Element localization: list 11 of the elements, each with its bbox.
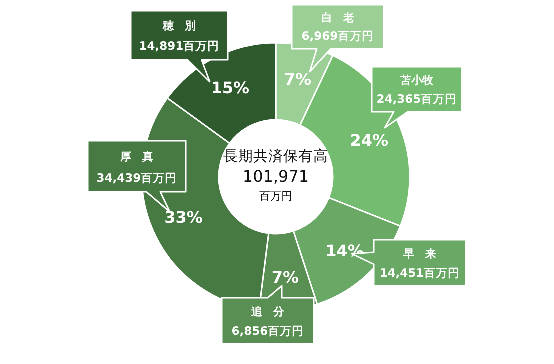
slice-label: 厚 真 [120,150,154,164]
slice-label: 穂 別 [162,20,196,33]
slice-label: 苫小牧 [400,74,434,88]
text: 百万円 [260,190,292,203]
data-label: 7% [272,268,300,288]
slice-label: 早 来 [402,247,436,260]
slice-label: 追 分 [250,305,286,318]
data-label: 24% [350,131,389,150]
slice-label: 白 老 [322,12,354,25]
text: 101,971 [242,167,310,186]
text: 長期共済保有高 [224,148,328,165]
